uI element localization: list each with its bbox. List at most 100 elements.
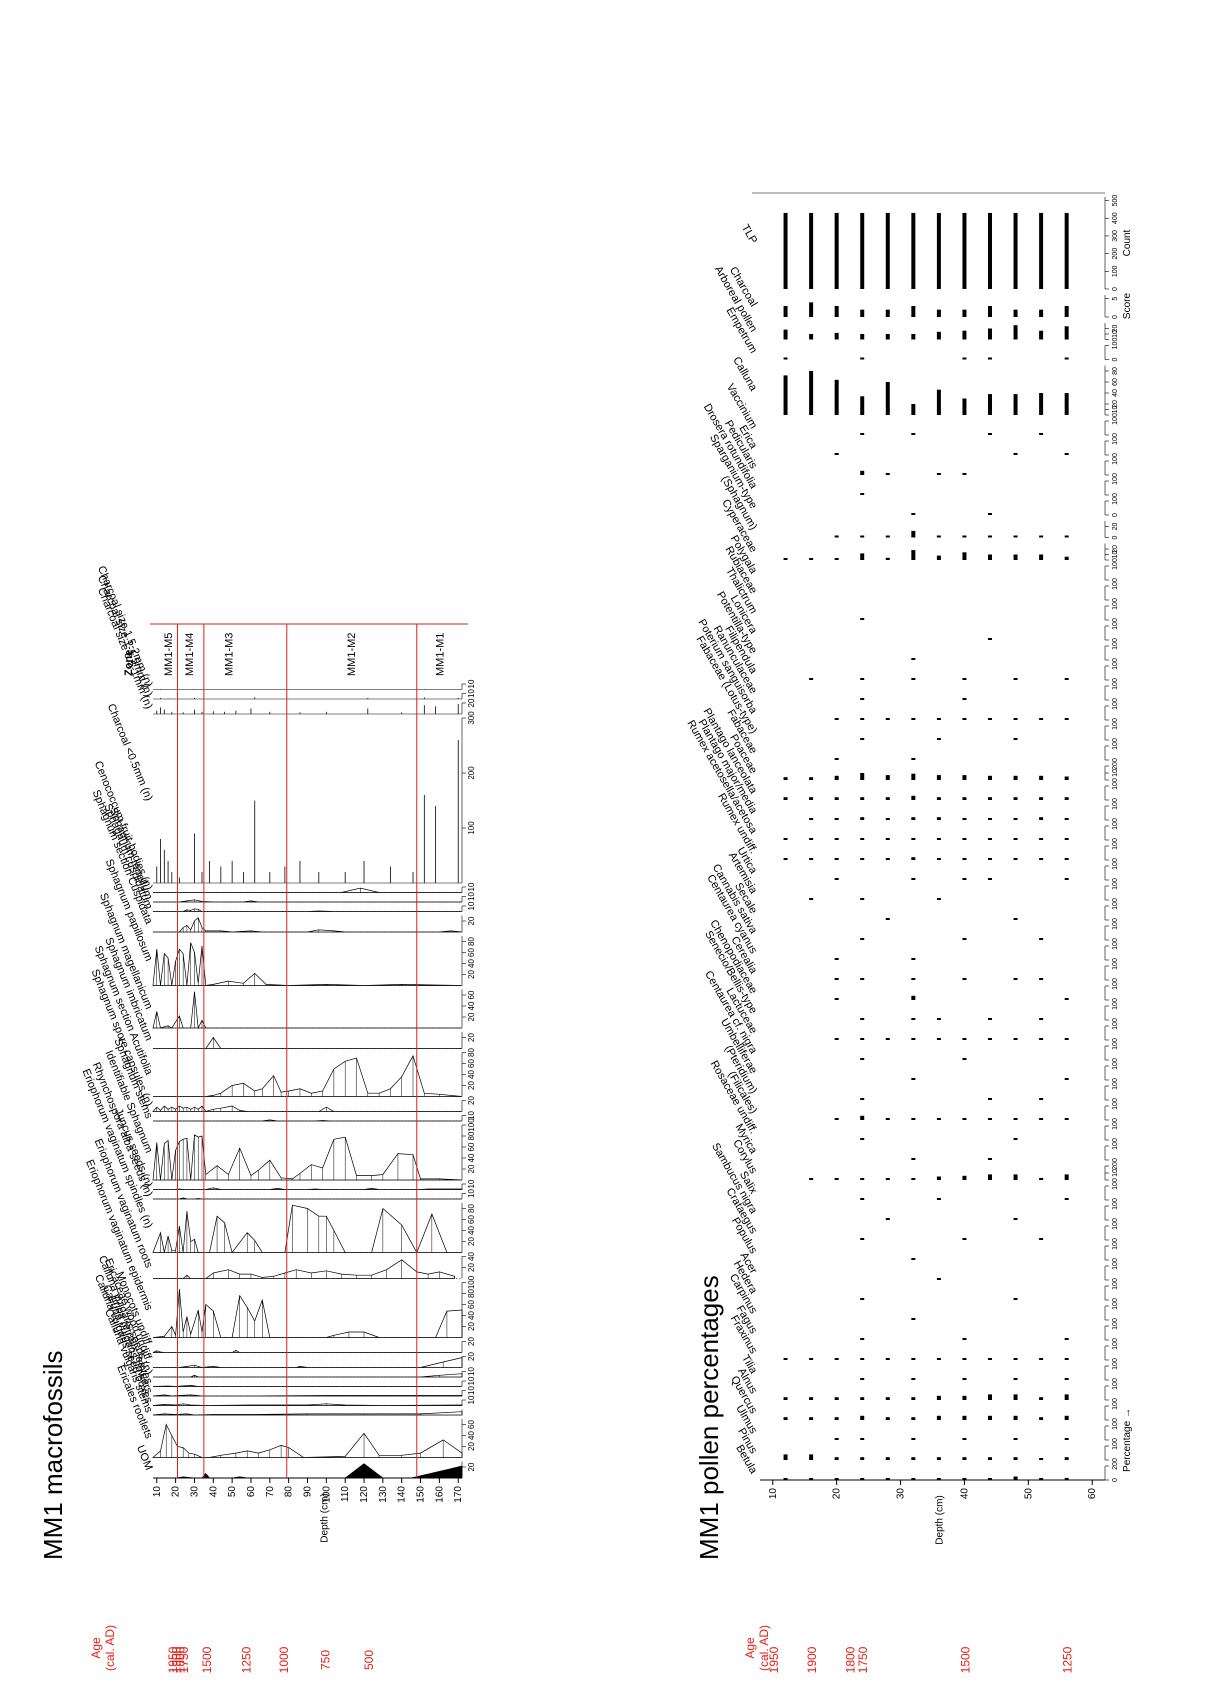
pollen-tick-label: 0 [1112, 658, 1119, 662]
abundance-curve [152, 1105, 462, 1112]
pollen-tick-label: 10 [1112, 497, 1119, 505]
pollen-bar [911, 1158, 916, 1160]
depth-tick-label: 140 [397, 1486, 408, 1503]
pollen-tick-label: 10 [1112, 802, 1119, 810]
pollen-bar [783, 838, 788, 840]
pollen-bar [834, 878, 839, 880]
panel-tick-label: 10 [467, 882, 476, 891]
panel-tick-label: 10 [467, 1376, 476, 1385]
abundance-curve [152, 1289, 463, 1338]
pollen-bar [834, 1178, 839, 1180]
pollen-bar [1064, 357, 1069, 360]
pollen-bar [936, 898, 941, 900]
pollen-bar [988, 797, 992, 800]
pollen-bar [962, 212, 967, 289]
panel-tick-label: 60 [467, 1059, 476, 1068]
pollen-bar [988, 1394, 992, 1400]
pollen-bar [1013, 1118, 1018, 1120]
pollen-bar [962, 1478, 967, 1480]
pollen-bar [1064, 556, 1069, 560]
pollen-tick-label: 0 [1112, 1318, 1119, 1322]
pollen-bar [962, 1395, 967, 1400]
pollen-bar [1013, 858, 1018, 860]
pollen-bar [911, 718, 916, 720]
pollen-bar [860, 309, 865, 317]
panel-tick-label: 20 [467, 1337, 476, 1346]
abundance-curve [153, 1259, 455, 1279]
pollen-bar [962, 1457, 967, 1460]
pollen-bar [860, 817, 865, 820]
panel-tick-label: 20 [467, 1012, 476, 1021]
pollen-tick-label: 0 [1112, 1338, 1119, 1342]
pollen-bar [860, 1058, 865, 1060]
zone-label: MM1-M1 [434, 633, 446, 676]
pollen-count-axis-label: Count [1122, 229, 1133, 256]
pollen-bar [988, 1174, 992, 1180]
pollen-bar [1064, 678, 1069, 680]
pollen-bar [911, 550, 916, 560]
pollen-bar [911, 1397, 916, 1400]
pollen-bar [885, 1417, 890, 1420]
pollen-bar [911, 433, 916, 435]
panel-tick-label: 60 [467, 948, 476, 957]
pollen-bar [962, 818, 967, 820]
pollen-bar [885, 535, 890, 538]
pollen-bar [1039, 938, 1044, 940]
pollen-tick-label: 0 [1112, 918, 1119, 922]
pollen-bar [860, 858, 865, 860]
pollen-bar [1013, 978, 1018, 980]
pollen-bar [860, 1198, 865, 1200]
pollen-bar [1013, 738, 1018, 740]
abundance-curve [153, 1197, 462, 1200]
pollen-bar [911, 1078, 916, 1080]
pollen-percentage-axis-label: Percentage → [1122, 1408, 1133, 1472]
abundance-curve [153, 887, 462, 893]
depth-tick-label: 70 [265, 1486, 276, 1498]
pollen-bar [885, 1397, 890, 1400]
pollen-bar [962, 775, 967, 780]
pollen-bar [911, 306, 916, 317]
pollen-bar [988, 878, 992, 880]
pollen-tick-label: 10 [1112, 417, 1119, 425]
panel-tick-label: 60 [467, 1300, 476, 1309]
pollen-tick-label: 0 [1112, 357, 1119, 361]
pollen-bar [834, 958, 839, 960]
pollen-depth-tick-label: 60 [1087, 1488, 1098, 1500]
pollen-tick-label: 0 [1112, 1478, 1119, 1482]
pollen-bar [1039, 978, 1044, 980]
pollen-panel-tlp: 0 100 200 300 400 500 TLP [739, 195, 1119, 291]
pollen-bar [1064, 998, 1069, 1000]
depth-tick-label: 110 [340, 1486, 351, 1502]
pollen-bar [1039, 1238, 1044, 1240]
zone-label: MM1-M3 [223, 633, 235, 676]
pollen-bar [1039, 393, 1044, 415]
panel-tick-label: 20 [467, 1081, 476, 1090]
pollen-tick-label: 10 [1112, 1042, 1119, 1050]
panel-tick-label: 10 [467, 679, 476, 688]
pollen-bar [1013, 818, 1018, 820]
pollen-bar [911, 958, 916, 960]
abundance-curve [152, 1394, 463, 1397]
panel-calluna-vulgaris-stems: Calluna vulgaris stems [102, 1307, 463, 1416]
panel-tick-label: 10 [467, 1386, 476, 1395]
depth-tick-label: 80 [284, 1486, 295, 1498]
pollen-tick-label: 0 [1112, 898, 1119, 902]
pollen-tick-label: 10 [1112, 1402, 1119, 1410]
pollen-bar [1039, 1018, 1044, 1020]
depth-tick-label: 20 [171, 1486, 182, 1498]
pollen-bar [936, 775, 941, 780]
